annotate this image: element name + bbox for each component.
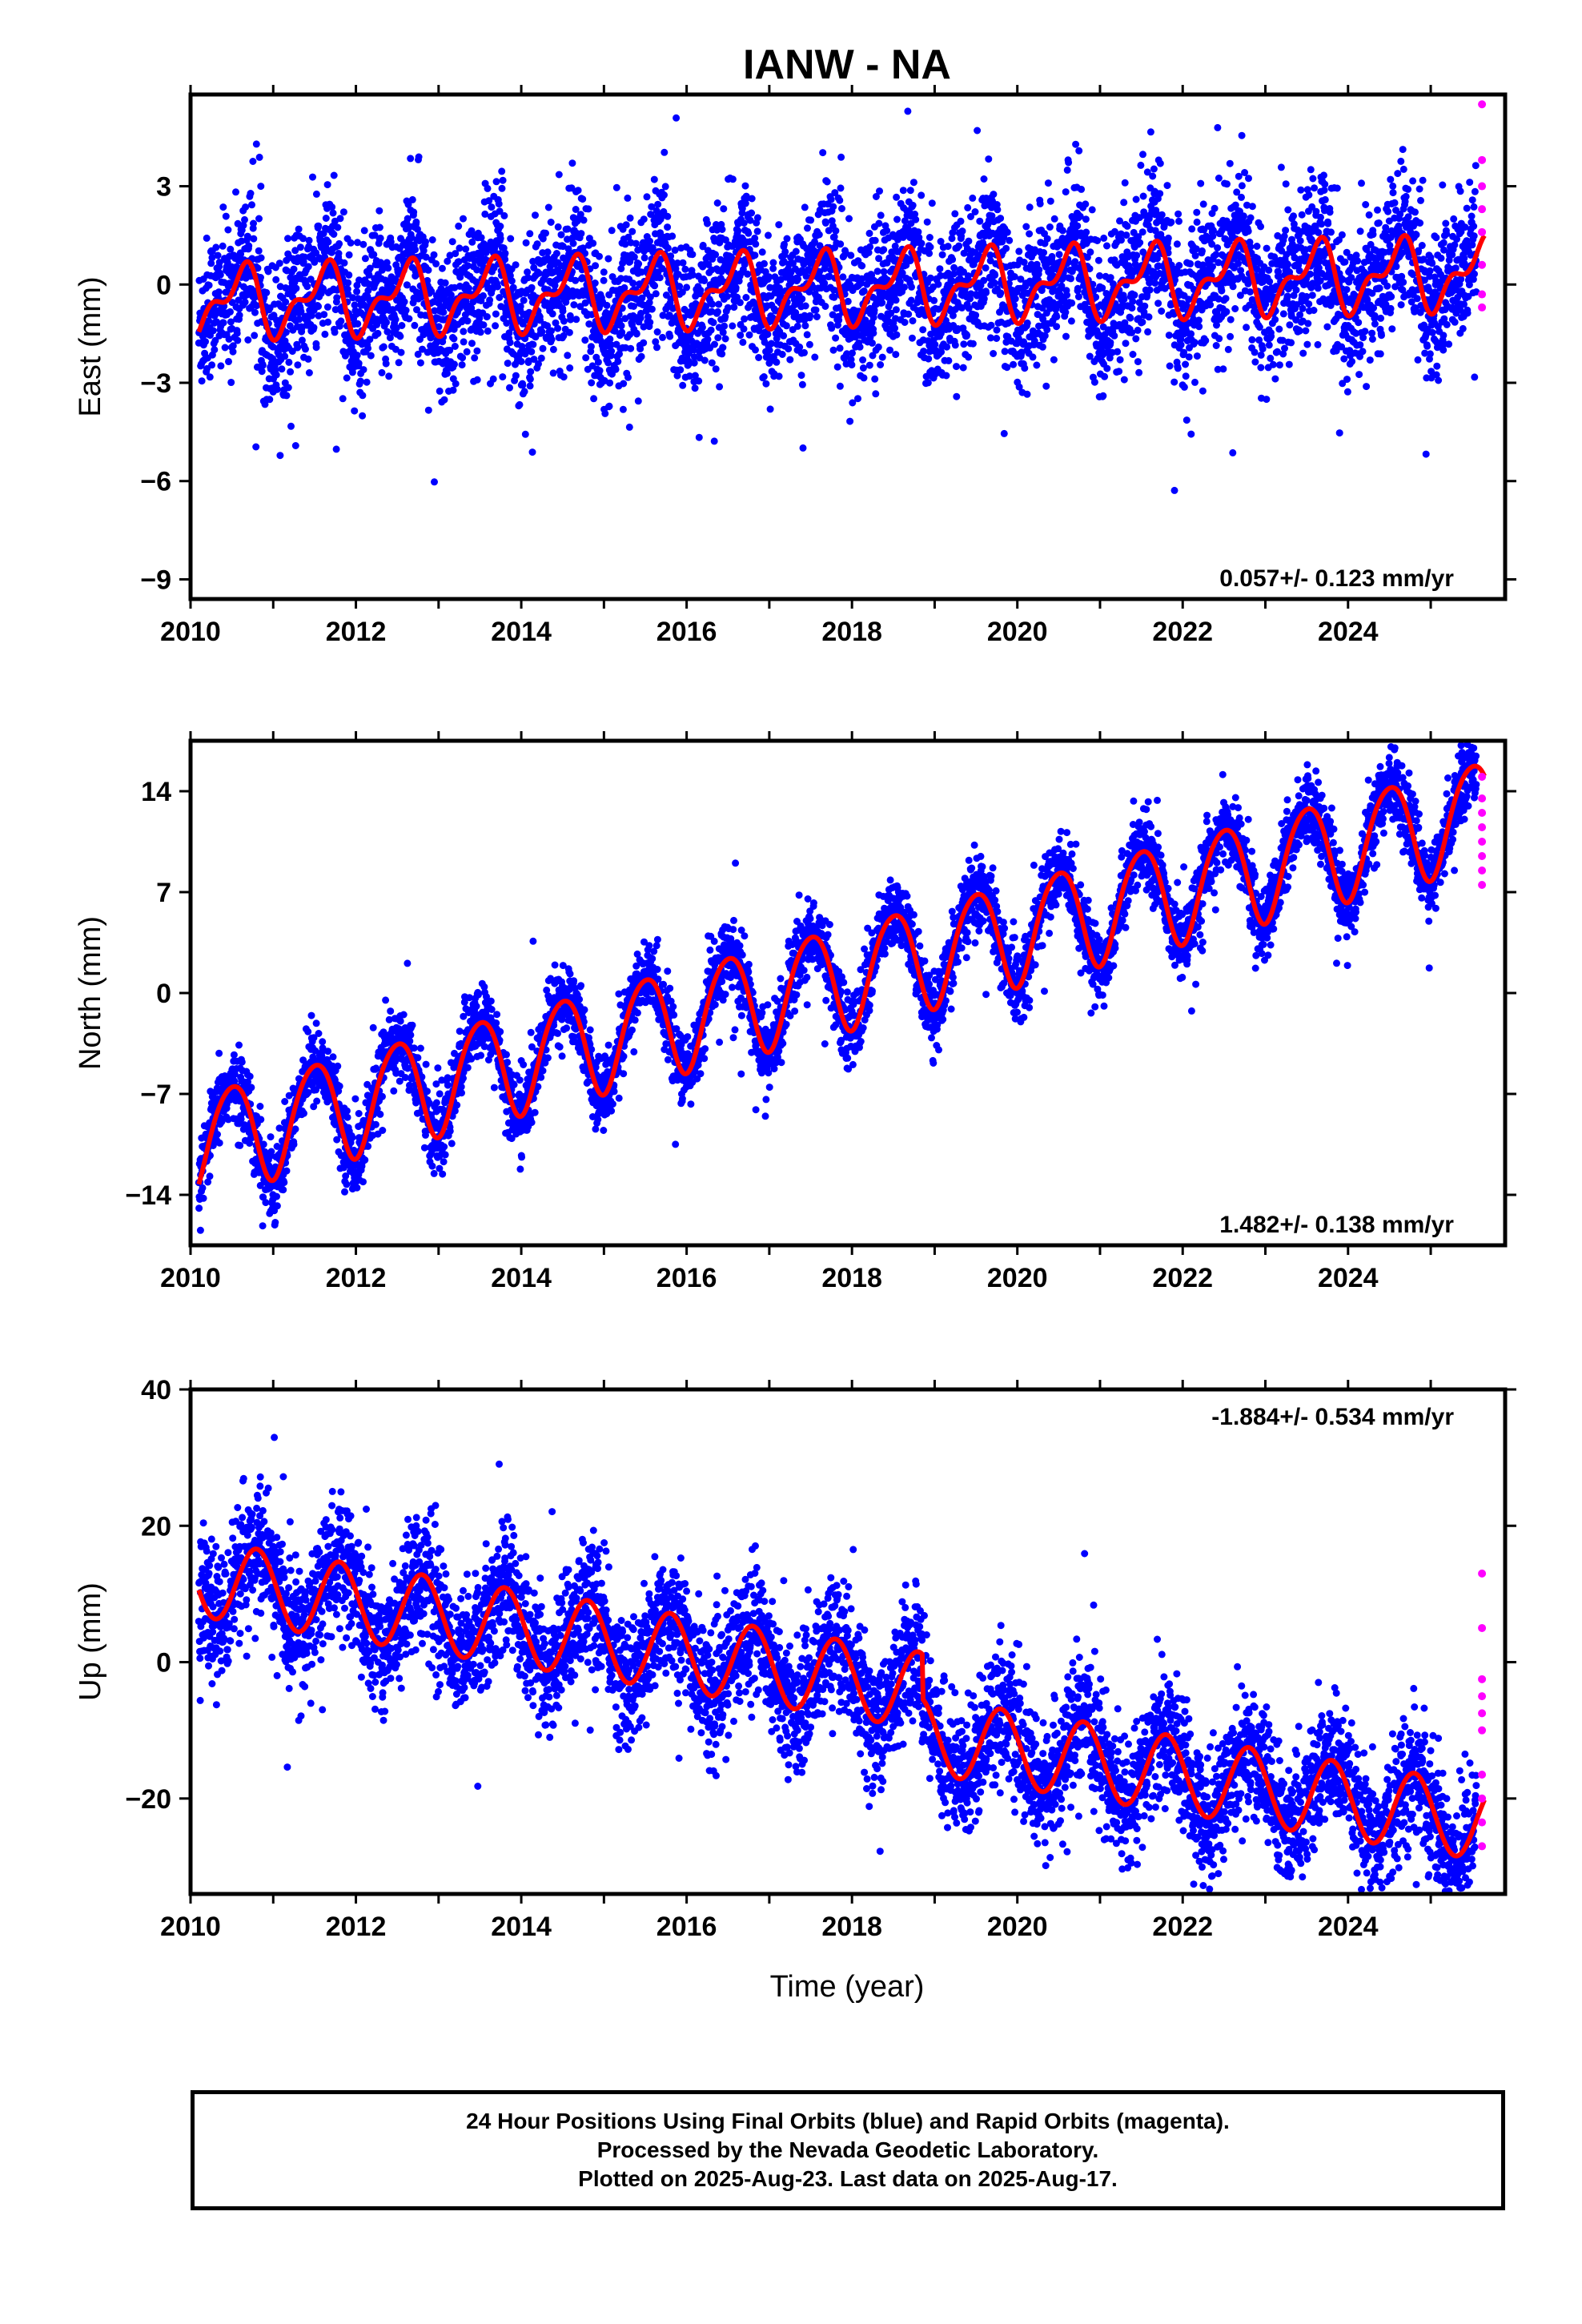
up-rapid-orbit-point [1478,1795,1486,1803]
up-x-tick-label: 2022 [1152,1912,1213,1942]
east-x-tick-label: 2012 [326,617,387,647]
east-x-tick-label: 2010 [160,617,221,647]
up-x-tick-label: 2018 [821,1912,882,1942]
up-y-tick-label: 40 [141,1375,171,1405]
east-rapid-orbit-point [1478,183,1486,191]
footer-line-1: 24 Hour Positions Using Final Orbits (bl… [466,2107,1230,2136]
up-rapid-orbit-point [1478,1819,1486,1827]
up-rapid-orbit-point [1478,1771,1486,1779]
up-x-tick-label: 2020 [987,1912,1048,1942]
east-x-tick-label: 2020 [987,617,1048,647]
east-y-axis-label: East (mm) [74,276,107,416]
east-x-tick-label: 2022 [1152,617,1213,647]
north-rapid-orbit-point [1478,838,1486,846]
up-y-tick-label: −20 [125,1784,171,1815]
footer-line-3: Plotted on 2025-Aug-23. Last data on 202… [578,2165,1118,2193]
north-rapid-orbit-point [1478,823,1486,831]
up-x-tick-label: 2012 [326,1912,387,1942]
east-y-tick-label: −9 [140,565,171,595]
footer-line-2: Processed by the Nevada Geodetic Laborat… [597,2136,1099,2165]
up-rapid-orbit-point [1478,1675,1486,1683]
north-y-tick-label: 14 [141,777,171,807]
north-x-tick-label: 2016 [656,1263,717,1293]
up-rapid-orbit-point [1478,1624,1486,1632]
east-rate-label: 0.057+/- 0.123 mm/yr [1219,565,1454,592]
north-x-tick-label: 2020 [987,1263,1048,1293]
east-rapid-orbit-point [1478,228,1486,236]
up-rapid-orbit-point [1478,1842,1486,1850]
east-rapid-orbit-point [1478,100,1486,108]
north-x-tick-label: 2012 [326,1263,387,1293]
north-panel: 2010 2012 2014 2016 2018 2020 2022 2024 −14 −7 0 7 1… [74,731,1516,1293]
north-rapid-orbit-point [1478,881,1486,889]
east-y-tick-label: −3 [140,368,171,399]
north-rapid-orbit-point [1478,852,1486,860]
up-rapid-orbit-point [1478,1570,1486,1578]
figure-title: IANW - NA [743,42,951,88]
north-rate-label: 1.482+/- 0.138 mm/yr [1219,1212,1454,1238]
north-x-tick-label: 2018 [821,1263,882,1293]
north-x-tick-label: 2014 [491,1263,552,1293]
north-y-tick-label: −14 [125,1180,171,1211]
up-x-tick-label: 2016 [656,1912,717,1942]
east-rapid-orbit-point [1478,304,1486,312]
north-y-tick-label: 0 [156,979,171,1009]
east-rapid-orbit-point [1478,261,1486,269]
east-x-tick-label: 2014 [491,617,552,647]
up-y-tick-label: 0 [156,1648,171,1679]
up-x-tick-label: 2014 [491,1912,552,1942]
up-y-axis-label: Up (mm) [74,1582,107,1701]
up-panel: 2010 2012 2014 2016 2018 2020 2022 2024 −20 0 20 40… [74,1375,1516,2072]
x-axis-label: Time (year) [770,1970,925,2004]
north-rapid-orbit-point [1478,773,1486,781]
north-rapid-orbit-point [1478,866,1486,875]
footer-caption-box: 24 Hour Positions Using Final Orbits (bl… [191,2090,1505,2210]
east-x-tick-label: 2024 [1318,617,1379,647]
north-y-tick-label: 7 [156,878,171,908]
east-x-tick-label: 2018 [821,617,882,647]
north-x-tick-label: 2024 [1318,1263,1379,1293]
up-y-tick-label: 20 [141,1511,171,1542]
east-y-tick-label: 3 [156,172,171,203]
north-x-tick-label: 2022 [1152,1263,1213,1293]
up-x-tick-label: 2024 [1318,1912,1379,1942]
east-rapid-orbit-point [1478,205,1486,213]
north-rapid-orbit-point [1478,809,1486,817]
north-x-tick-label: 2010 [160,1263,221,1293]
north-y-tick-label: −7 [140,1080,171,1110]
east-rapid-orbit-point [1478,291,1486,299]
up-rapid-orbit-point [1478,1727,1486,1735]
east-y-tick-label: 0 [156,270,171,300]
up-x-tick-label: 2010 [160,1912,221,1942]
north-y-axis-label: North (mm) [74,916,107,1070]
north-rapid-orbit-point [1478,794,1486,802]
up-rapid-orbit-point [1478,1692,1486,1700]
up-rapid-orbit-point [1478,1709,1486,1717]
east-y-tick-label: −6 [140,467,171,497]
up-rate-label: -1.884+/- 0.534 mm/yr [1211,1404,1454,1430]
east-x-tick-label: 2016 [656,617,717,647]
east-rapid-orbit-point [1478,156,1486,164]
east-panel: 2010 2012 2014 2016 2018 2020 2022 2024 −9 −6 −3 0 3… [74,78,1516,647]
